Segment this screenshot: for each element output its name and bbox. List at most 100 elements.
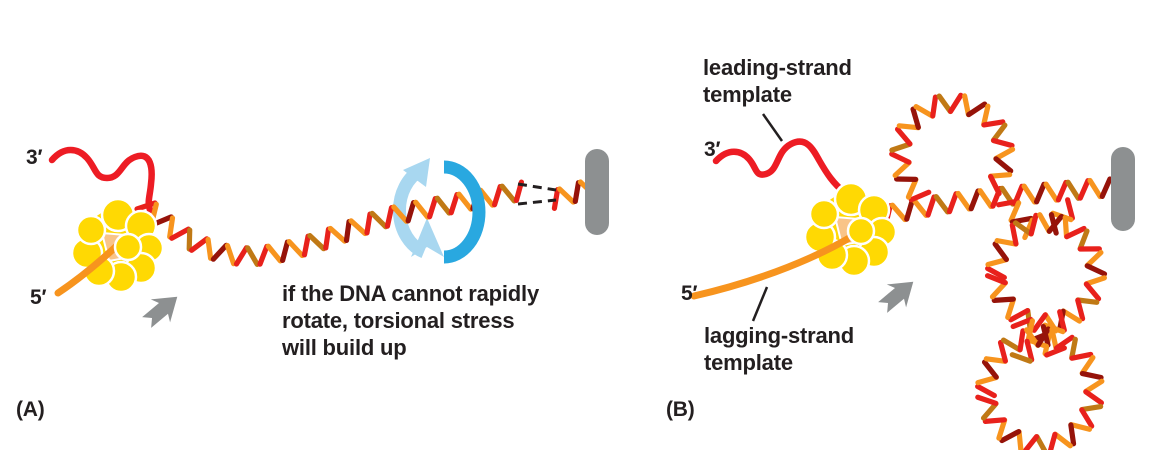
dna-helix-segment <box>1035 326 1051 348</box>
dna-helix-segment <box>1064 225 1087 240</box>
dna-helix-segment <box>896 123 921 131</box>
dna-helix-segment <box>993 146 1016 162</box>
dna-helix-segment <box>966 101 988 118</box>
dna-helix-segment <box>1065 197 1075 221</box>
dna-helix-segment <box>1057 309 1067 333</box>
dna-helix-segment <box>981 359 999 380</box>
rotation-arrow-top-head-icon <box>403 158 430 187</box>
dna-helix-segment <box>210 242 229 262</box>
dna-helix-segment <box>1069 351 1094 361</box>
dna-helix-segment <box>572 180 582 205</box>
dna-helix-segment <box>1079 370 1104 381</box>
panel-label-b: (B) <box>666 398 695 421</box>
dna-helix-segment <box>985 265 1007 281</box>
dna-helix-segment <box>413 199 431 220</box>
dna-helix-segment <box>1083 275 1107 287</box>
dna-helix-segment <box>988 173 1002 197</box>
dna-helix-segment <box>1068 421 1093 432</box>
dna-helix-segment <box>1008 200 1022 223</box>
dna-helix-segment <box>1083 389 1104 406</box>
polymerase-lobe <box>75 214 107 246</box>
dna-helix-segment <box>1069 336 1078 361</box>
dna-helix-segment <box>996 417 1008 441</box>
dna-helix-segment <box>996 198 1020 208</box>
dna-helix-segment <box>280 239 291 264</box>
dna-helix-segment <box>1021 183 1038 205</box>
dna-helix-segment <box>434 195 452 216</box>
lagging-strand-b <box>690 230 860 300</box>
dna-helix-segment <box>936 93 953 115</box>
dna-helix-segment <box>999 429 1022 444</box>
anchor-bar-a-icon <box>585 149 609 235</box>
fork-direction-arrow-b-icon <box>878 281 914 313</box>
dna-helix-segment <box>257 243 270 267</box>
dna-helix-segment <box>968 188 981 212</box>
dna-helix-b-supercoiled <box>883 92 1113 450</box>
dna-helix-segment <box>327 225 348 244</box>
dna-helix-segment <box>1075 297 1086 322</box>
dna-helix-segment <box>989 280 1008 300</box>
dna-helix-segment <box>1034 434 1048 450</box>
dna-helix-segment <box>189 236 210 253</box>
lagging-strand-template-label: lagging-strand template <box>704 323 854 375</box>
panel-a-graphics <box>48 146 609 328</box>
leading-strand-a <box>48 146 155 214</box>
dna-helix-segment <box>992 241 1009 262</box>
dna-helix-segment <box>1049 326 1059 351</box>
dna-helix-segment <box>1060 308 1083 324</box>
dna-helix-segment <box>975 383 997 399</box>
dna-helix-segment <box>1084 263 1108 277</box>
dna-helix-segment <box>981 119 1006 128</box>
dna-helix-segment <box>910 106 921 130</box>
dna-helix-segment <box>990 122 1008 143</box>
rotation-arrow-up-head-icon <box>411 218 444 257</box>
dna-helix-segment <box>955 190 972 212</box>
leading-label-pointer-line <box>761 113 784 142</box>
dna-helix-segment <box>1077 178 1091 201</box>
polymerase-lobe <box>808 198 840 230</box>
polymerase-blob-a <box>70 197 165 294</box>
dna-helix-segment <box>1028 212 1039 237</box>
dna-helix-segment <box>930 94 939 119</box>
dna-helix-segment <box>905 176 919 200</box>
dna-helix-segment <box>391 204 410 224</box>
dna-helix-segment <box>169 226 192 241</box>
dna-helix-segment <box>904 198 915 222</box>
dna-helix-segment <box>1053 334 1075 351</box>
dna-helix-segment <box>1044 345 1067 358</box>
three-prime-label-a: 3′ <box>26 146 43 169</box>
dna-helix-segment <box>1024 327 1041 348</box>
dna-helix-segment <box>889 151 912 165</box>
three-prime-label-b: 3′ <box>704 138 721 161</box>
dna-helix-segment <box>456 191 474 212</box>
dna-helix-segment <box>1017 328 1026 353</box>
dna-helix-segment <box>982 417 1007 424</box>
dna-helix-segment <box>997 339 1008 364</box>
dna-helix-segment <box>991 138 1015 149</box>
dna-helix-segment <box>1005 296 1017 320</box>
dna-helix-segment <box>364 211 373 236</box>
anchor-bar-b-icon <box>1111 147 1135 231</box>
dna-helix-segment <box>1008 307 1031 323</box>
dna-helix-segment <box>499 183 517 204</box>
dna-helix-segment <box>994 238 1019 247</box>
dna-helix-segment <box>962 93 972 118</box>
dna-helix-segment <box>1009 352 1033 364</box>
break-dashes-icon <box>517 182 557 206</box>
dna-helix-segment <box>348 218 368 237</box>
dna-helix-segment <box>1022 217 1035 241</box>
dna-helix-segment <box>975 394 999 406</box>
dna-helix-segment <box>384 205 395 229</box>
dna-helix-segment <box>1079 403 1104 413</box>
dna-helix-segment <box>1075 297 1100 305</box>
dna-helix-segment <box>911 197 929 218</box>
dna-helix-segment <box>948 92 964 114</box>
dna-helix-segment <box>1099 176 1113 200</box>
dna-helix-segment <box>405 200 417 224</box>
caption-a: if the DNA cannot rapidly rotate, torsio… <box>282 281 539 360</box>
dna-helix-segment <box>988 172 1013 179</box>
dna-helix-segment <box>1031 312 1048 333</box>
polymerase-lobe-cover-a <box>113 232 143 262</box>
